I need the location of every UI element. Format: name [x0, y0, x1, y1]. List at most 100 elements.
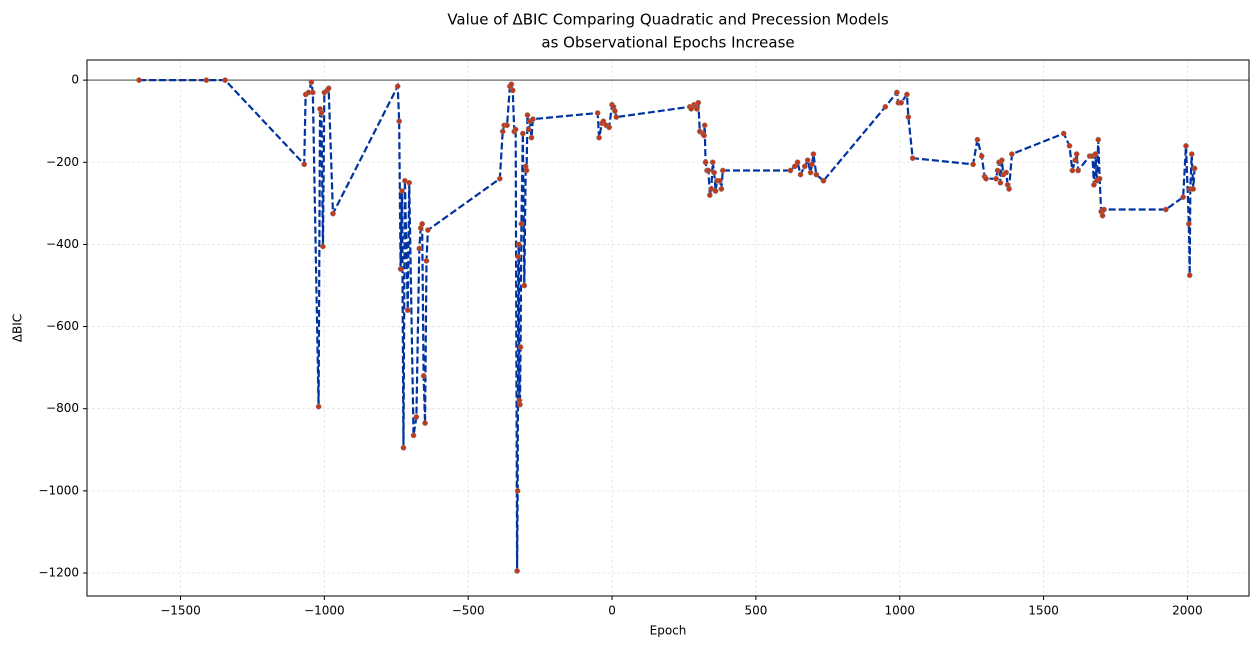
data-point — [517, 344, 524, 350]
data-point — [787, 167, 794, 174]
data-point — [712, 188, 719, 194]
data-point — [1092, 151, 1099, 157]
data-point — [394, 83, 401, 90]
data-point — [600, 118, 607, 125]
data-point — [809, 161, 815, 168]
y-tick-label: −1200 — [38, 565, 79, 579]
data-point — [1191, 165, 1198, 172]
y-axis-label: ΔBIC — [11, 314, 25, 342]
data-point — [1003, 169, 1010, 176]
data-point — [1183, 142, 1189, 149]
data-point — [804, 157, 811, 164]
x-tick-label: 1000 — [884, 604, 915, 618]
data-point — [882, 103, 889, 110]
data-point — [717, 177, 723, 184]
data-point — [406, 179, 413, 186]
data-point — [309, 89, 316, 96]
data-point — [423, 257, 430, 264]
data-point — [702, 159, 709, 166]
data-point — [524, 112, 531, 118]
data-point — [1101, 206, 1107, 213]
x-tick-label: 1500 — [1028, 604, 1059, 618]
data-point — [1186, 221, 1192, 227]
data-point — [318, 110, 325, 116]
data-point — [898, 99, 905, 106]
data-point — [330, 210, 336, 217]
data-point — [1095, 136, 1102, 143]
data-point — [397, 266, 404, 272]
data-point — [820, 177, 827, 184]
data-point — [1009, 151, 1015, 157]
data-point — [1188, 151, 1195, 157]
data-point — [509, 87, 516, 94]
data-point — [909, 155, 916, 162]
data-point — [1163, 206, 1169, 213]
data-point — [1075, 167, 1081, 174]
y-tick-label: −200 — [46, 155, 79, 169]
data-point — [1099, 212, 1106, 219]
data-point — [514, 488, 521, 494]
data-point — [508, 81, 515, 88]
chart-title: Value of ΔBIC Comparing Quadratic and Pr… — [447, 11, 889, 29]
data-point — [718, 186, 725, 192]
data-point — [325, 85, 332, 92]
data-point — [308, 79, 315, 86]
data-point — [606, 124, 613, 131]
data-point — [694, 106, 700, 112]
data-point — [813, 171, 820, 178]
data-point — [905, 114, 912, 120]
data-point — [514, 568, 520, 574]
data-point — [404, 307, 411, 313]
y-tick-label: −1000 — [38, 483, 79, 497]
data-point — [523, 167, 530, 174]
y-tick-label: −400 — [46, 237, 79, 251]
x-tick-label: 0 — [608, 604, 616, 618]
data-point — [997, 179, 1004, 186]
data-point — [525, 126, 532, 133]
data-point — [517, 401, 523, 408]
data-point — [801, 163, 808, 170]
data-point — [320, 243, 326, 250]
x-tick-label: −1000 — [304, 604, 345, 618]
data-point — [520, 130, 526, 137]
data-point — [136, 77, 142, 83]
data-point — [515, 253, 522, 260]
data-point — [1073, 151, 1080, 157]
data-point — [301, 161, 308, 168]
data-point — [504, 122, 510, 129]
data-point — [594, 110, 601, 116]
plot-frame — [86, 59, 1250, 597]
x-tick-label: 500 — [744, 604, 767, 618]
data-point — [420, 372, 427, 379]
data-point — [709, 159, 716, 166]
data-point — [999, 157, 1005, 164]
data-point — [970, 161, 976, 168]
data-point — [203, 77, 210, 83]
data-point — [794, 159, 801, 166]
data-point — [518, 221, 525, 227]
y-tick-label: −800 — [46, 401, 79, 415]
data-point — [810, 151, 817, 157]
data-point — [719, 167, 726, 174]
x-tick-label: 2000 — [1172, 604, 1203, 618]
data-point — [419, 221, 426, 227]
data-point — [695, 99, 702, 106]
data-point — [413, 414, 420, 420]
x-tick-label: −500 — [452, 604, 485, 618]
data-point — [705, 167, 712, 174]
data-point — [515, 241, 522, 248]
data-point — [1190, 186, 1197, 192]
data-point — [1069, 167, 1076, 174]
data-point — [994, 167, 1001, 174]
data-point — [521, 282, 528, 289]
data-point — [496, 175, 503, 182]
data-point — [701, 132, 707, 139]
data-point — [400, 444, 407, 451]
x-tick-label: −1500 — [160, 604, 201, 618]
data-point — [499, 128, 506, 135]
data-point — [707, 192, 713, 198]
data-point — [1180, 194, 1186, 201]
data-point — [399, 188, 405, 194]
data-point — [1091, 182, 1097, 188]
